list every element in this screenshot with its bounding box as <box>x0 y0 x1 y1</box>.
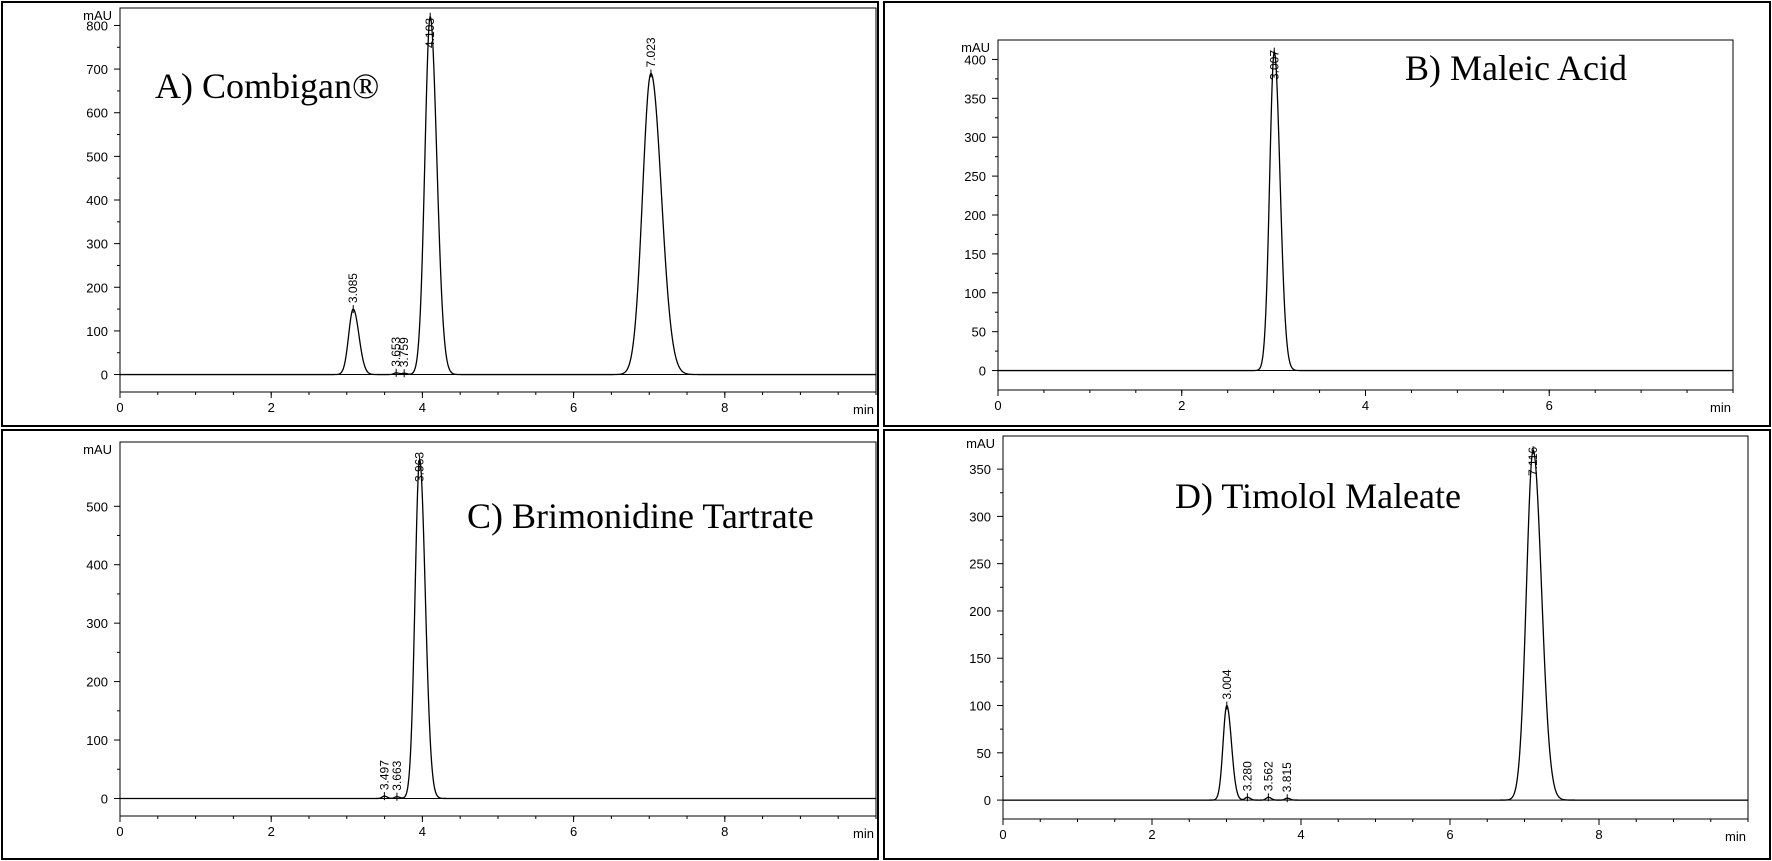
panel-frame <box>1 1 879 427</box>
x-axis-label: min <box>853 402 874 417</box>
x-tick-label: 2 <box>268 400 275 415</box>
x-tick-label: 4 <box>419 824 426 839</box>
peak-label: 3.497 <box>377 760 391 790</box>
chart-title: B) Maleic Acid <box>1405 48 1627 88</box>
peak-label: 3.007 <box>1267 50 1281 80</box>
y-tick-label: 350 <box>964 91 986 106</box>
y-tick-label: 600 <box>86 106 108 121</box>
y-tick-label: 500 <box>86 499 108 514</box>
x-tick-label: 2 <box>268 824 275 839</box>
peak-label: 3.562 <box>1261 761 1275 791</box>
y-tick-label: 250 <box>964 169 986 184</box>
y-tick-label: 300 <box>86 237 108 252</box>
y-tick-label: 200 <box>964 208 986 223</box>
y-tick-label: 50 <box>972 325 986 340</box>
peak-label: 3.759 <box>397 337 411 367</box>
y-tick-label: 0 <box>984 793 991 808</box>
peak-label: 3.663 <box>390 760 404 790</box>
y-tick-label: 400 <box>964 52 986 67</box>
y-tick-label: 200 <box>969 604 991 619</box>
y-tick-label: 200 <box>86 280 108 295</box>
x-tick-label: 6 <box>1546 398 1553 413</box>
y-tick-label: 350 <box>969 462 991 477</box>
x-tick-label: 0 <box>116 824 123 839</box>
x-tick-label: 2 <box>1148 827 1155 842</box>
panel-frame <box>883 1 1771 427</box>
y-axis-label: mAU <box>83 8 112 23</box>
y-tick-label: 400 <box>86 558 108 573</box>
peak-label: 7.116 <box>1526 447 1540 476</box>
chart-title: A) Combigan® <box>155 66 379 106</box>
y-tick-label: 150 <box>969 651 991 666</box>
x-tick-label: 4 <box>1362 398 1369 413</box>
y-tick-label: 700 <box>86 62 108 77</box>
peak-label: 7.023 <box>644 37 658 67</box>
chromatogram-trace <box>120 457 876 800</box>
chart-title: D) Timolol Maleate <box>1175 476 1461 516</box>
x-axis-label: min <box>1710 400 1731 415</box>
y-tick-label: 100 <box>964 286 986 301</box>
y-tick-label: 300 <box>86 616 108 631</box>
y-tick-label: 50 <box>977 746 991 761</box>
y-tick-label: 0 <box>979 364 986 379</box>
panel-frame <box>883 429 1771 860</box>
peak-label: 3.004 <box>1220 669 1234 699</box>
chromatogram-trace <box>1003 449 1748 801</box>
peak-label: 3.815 <box>1280 762 1294 792</box>
y-tick-label: 250 <box>969 557 991 572</box>
y-axis-label: mAU <box>83 442 112 457</box>
chart-panel-0: 0 100 200 300 400 500 600 700 800 0 2 4 6 8 mAU min 3.08… <box>1 1 879 427</box>
y-tick-label: 0 <box>101 791 108 806</box>
y-axis-label: mAU <box>966 436 995 451</box>
x-axis-label: min <box>853 826 874 841</box>
y-tick-label: 150 <box>964 247 986 262</box>
x-tick-label: 4 <box>419 400 426 415</box>
y-tick-label: 0 <box>101 368 108 383</box>
y-tick-label: 100 <box>969 699 991 714</box>
x-tick-label: 6 <box>1446 827 1453 842</box>
peak-label: 3.653 <box>389 336 403 366</box>
chart-title: C) Brimonidine Tartrate <box>467 496 814 536</box>
x-tick-label: 6 <box>570 824 577 839</box>
x-tick-label: 0 <box>999 827 1006 842</box>
x-tick-label: 0 <box>994 398 1001 413</box>
x-tick-label: 0 <box>116 400 123 415</box>
chart-panel-3: 0 50 100 150 200 250 300 350 0 2 4 6 8 mAU min 3.004 3.2… <box>883 429 1771 860</box>
y-axis-label: mAU <box>961 40 990 55</box>
peak-label: 3.963 <box>413 452 427 482</box>
x-tick-label: 8 <box>1595 827 1602 842</box>
y-tick-label: 800 <box>86 18 108 33</box>
y-tick-label: 300 <box>964 130 986 145</box>
peak-label: 3.280 <box>1240 761 1254 791</box>
y-tick-label: 100 <box>86 324 108 339</box>
x-tick-label: 2 <box>1178 398 1185 413</box>
x-axis-label: min <box>1725 829 1746 844</box>
x-tick-label: 4 <box>1297 827 1304 842</box>
plot-area <box>997 39 1734 391</box>
chromatogram-trace <box>120 16 876 376</box>
y-tick-label: 300 <box>969 509 991 524</box>
chromatogram-trace <box>998 50 1733 372</box>
x-tick-label: 8 <box>721 824 728 839</box>
y-tick-label: 400 <box>86 193 108 208</box>
peak-label: 3.085 <box>346 273 360 303</box>
x-tick-label: 8 <box>721 400 728 415</box>
x-tick-label: 6 <box>570 400 577 415</box>
y-tick-label: 100 <box>86 733 108 748</box>
panel-frame <box>1 429 879 860</box>
chart-panel-1: 0 50 100 150 200 250 300 350 400 0 2 4 6 mAU min 3.007 B… <box>883 1 1771 427</box>
peak-label: 4.103 <box>423 18 437 48</box>
y-tick-label: 500 <box>86 149 108 164</box>
y-tick-label: 200 <box>86 675 108 690</box>
